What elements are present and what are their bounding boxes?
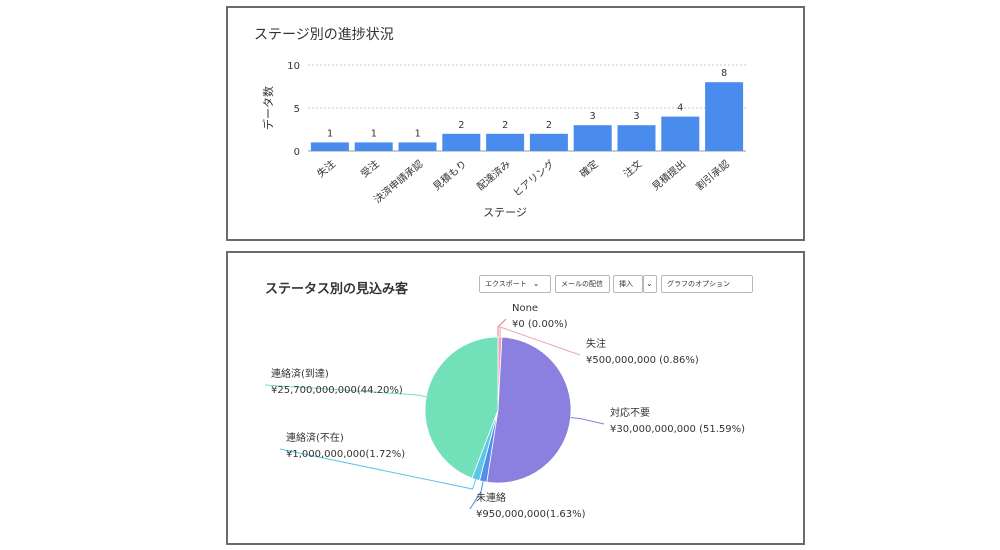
pie-slice	[424, 336, 499, 479]
slice-value-label: ¥0 (0.00%)	[512, 319, 568, 330]
x-axis-title: ステージ	[483, 206, 527, 219]
slice-name-label: 連絡済(到達)	[271, 367, 329, 380]
bar-data-label: 3	[633, 111, 639, 122]
leader-line	[499, 326, 581, 356]
y-axis-title: データ数	[261, 86, 275, 130]
bar	[573, 125, 612, 151]
slice-value-label: ¥30,000,000,000 (51.59%)	[610, 424, 745, 435]
leader-line	[279, 448, 477, 490]
slice-value-label: ¥950,000,000(1.63%)	[476, 509, 586, 520]
bar	[529, 133, 568, 151]
pie-chart-title: ステータス別の見込み客	[265, 282, 409, 297]
pie-chart: None ¥0 (0.00%) 失注 ¥500,000,000 (0.86%) 対応不要…	[264, 303, 745, 520]
insert-dropdown-button[interactable]: ⌄	[643, 275, 657, 293]
bar-data-label: 2	[546, 120, 552, 131]
leader-line	[497, 318, 507, 337]
insert-label: 挿入	[619, 280, 633, 288]
x-tick-label: ヒアリング	[510, 157, 557, 199]
bar-chart-panel: ステージ別の進捗状況 0 5 10 1 失注 1 受注 1 決済申請承認 2 見積もり 2 配達済み 2 ヒ…	[226, 6, 805, 241]
x-tick-label: 受注	[358, 157, 382, 180]
slice-name-label: 連絡済(不在)	[286, 431, 344, 444]
bar-data-label: 1	[327, 128, 333, 139]
leader-line	[264, 384, 427, 398]
chart-options-button[interactable]: グラフのオプション	[661, 275, 753, 293]
bar-data-label: 3	[590, 111, 596, 122]
leader-line	[469, 481, 484, 510]
pie-slice	[486, 336, 572, 484]
y-tick-label: 10	[287, 61, 300, 72]
leader-line	[570, 417, 605, 425]
slice-value-label: ¥500,000,000 (0.86%)	[586, 355, 699, 366]
y-tick-label: 5	[294, 104, 300, 115]
x-tick-label: 失注	[314, 157, 338, 180]
bar	[705, 82, 744, 151]
x-tick-label: 配達済み	[474, 157, 513, 193]
export-button[interactable]: エクスポート ⌄	[479, 275, 551, 293]
slice-name-label: 失注	[586, 337, 606, 350]
email-delivery-label: メールの配信	[561, 280, 603, 288]
bar	[354, 142, 393, 151]
email-delivery-button[interactable]: メールの配信	[555, 275, 610, 293]
x-tick-label: 見積提出	[649, 157, 688, 193]
x-tick-label: 見積もり	[430, 157, 469, 193]
slice-value-label: ¥1,000,000,000(1.72%)	[286, 449, 405, 460]
bar	[661, 116, 700, 151]
slice-name-label: 未連絡	[476, 491, 506, 504]
slice-name-label: None	[512, 303, 538, 314]
x-tick-label: 割引承認	[693, 157, 732, 193]
bar-data-label: 2	[502, 120, 508, 131]
bar-data-label: 8	[721, 68, 727, 79]
bar	[310, 142, 349, 151]
insert-button[interactable]: 挿入	[613, 275, 643, 293]
x-tick-label: 確定	[577, 157, 601, 180]
x-tick-label: 注文	[621, 157, 645, 180]
y-tick-label: 0	[294, 147, 300, 158]
bar-data-label: 1	[414, 128, 420, 139]
slice-value-label: ¥25,700,000,000(44.20%)	[271, 385, 403, 396]
pie-chart-panel: ステータス別の見込み客 エクスポート ⌄ メールの配信 挿入 ⌄ グラフのオプショ…	[226, 251, 805, 545]
bar	[617, 125, 656, 151]
bar	[442, 133, 481, 151]
bar-chart-title: ステージ別の進捗状況	[254, 27, 394, 43]
bar-chart: 05101失注1受注1決済申請承認2見積もり2配達済み2ヒアリング3確定3注文4…	[261, 61, 746, 219]
bar-data-label: 4	[677, 103, 683, 114]
bar-data-label: 2	[458, 120, 464, 131]
bar	[398, 142, 437, 151]
bar-data-label: 1	[371, 128, 377, 139]
chart-options-label: グラフのオプション	[667, 280, 730, 288]
chevron-down-icon: ⌄	[532, 279, 540, 288]
bar	[486, 133, 525, 151]
chevron-down-icon: ⌄	[646, 279, 653, 288]
export-label: エクスポート	[485, 280, 527, 288]
slice-name-label: 対応不要	[610, 406, 650, 419]
